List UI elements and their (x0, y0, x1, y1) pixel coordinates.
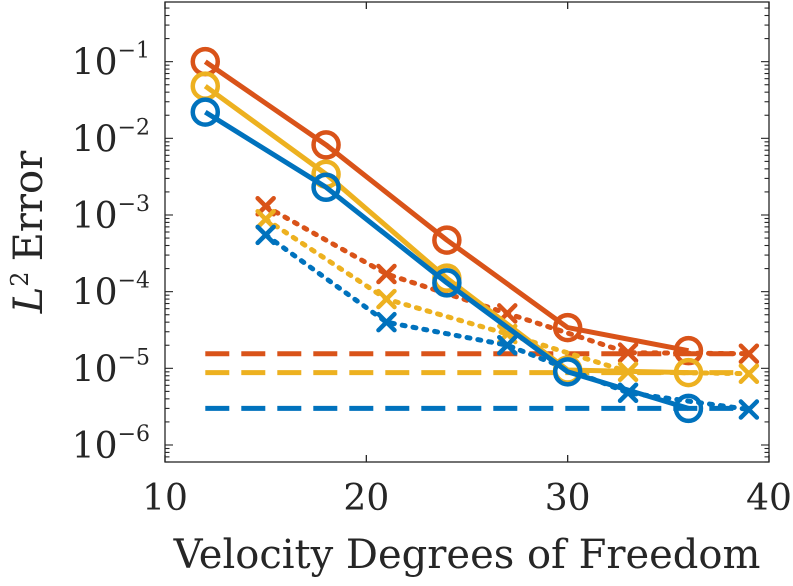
series-line (203, 109, 690, 411)
x-tick-label: 30 (545, 478, 591, 519)
y-tick-label: 10−2 (72, 115, 150, 160)
x-marker (255, 224, 276, 246)
y-tick-label: 10−4 (72, 269, 150, 314)
x-tick-labels: 10 20 30 40 (142, 478, 792, 519)
y-tick-label: 10−1 (72, 39, 150, 84)
y-tick-labels: 10−610−510−410−310−210−1 (72, 39, 150, 467)
y-tick-label-exponent: −3 (118, 192, 150, 217)
series-line (263, 216, 752, 377)
y-axis-label: L2 Error (6, 150, 52, 314)
y-tick-label-base: 10 (72, 349, 118, 390)
circle-marker (311, 130, 341, 160)
x-tick-label: 40 (746, 478, 792, 519)
x-marker (376, 311, 397, 333)
y-axis-label-superscript: 2 (6, 271, 34, 286)
y-tick-label: 10−3 (72, 192, 150, 237)
circle-marker (673, 357, 704, 388)
series-line (203, 84, 689, 376)
y-tick-label-base: 10 (72, 196, 118, 237)
plot-area (165, 2, 769, 462)
tick-layer (164, 2, 770, 463)
series-line (203, 59, 689, 354)
y-tick-label: 10−5 (72, 345, 150, 390)
y-axis-label-rest: Error (6, 150, 52, 262)
y-tick-label-exponent: −6 (118, 422, 150, 447)
y-tick-label: 10−6 (72, 422, 150, 467)
circle-marker (190, 97, 221, 127)
circle-marker (673, 335, 704, 366)
y-tick-label-exponent: −1 (118, 39, 150, 64)
x-marker (255, 208, 276, 230)
x-tick-label: 10 (142, 478, 188, 519)
circle-marker (311, 172, 341, 203)
circle-marker (552, 312, 583, 343)
y-tick-label-base: 10 (72, 273, 118, 314)
x-marker (738, 399, 760, 420)
y-tick-label-base: 10 (72, 43, 118, 84)
series-blue-x-dotted (255, 224, 760, 420)
series-orange-circle-solid (190, 46, 704, 366)
y-tick-label-exponent: −2 (118, 115, 150, 140)
x-marker (738, 343, 760, 364)
series-blue-circle-solid (190, 97, 704, 424)
y-axis-label-base: L (6, 287, 52, 315)
y-tick-label-base: 10 (72, 119, 118, 160)
x-marker (738, 363, 760, 384)
x-marker (376, 288, 397, 310)
x-marker (497, 334, 518, 356)
x-marker (617, 342, 639, 363)
y-tick-label-base: 10 (72, 426, 118, 467)
y-tick-label-exponent: −4 (118, 269, 150, 294)
circle-marker (673, 393, 704, 424)
circle-marker (432, 225, 462, 255)
series-line (263, 232, 752, 412)
y-tick-label-exponent: −5 (118, 345, 150, 370)
x-marker (376, 263, 397, 285)
series-layer (190, 46, 760, 424)
x-axis-label: Velocity Degrees of Freedom (173, 532, 761, 578)
circle-marker (432, 268, 462, 298)
x-tick-label: 20 (343, 478, 389, 519)
circle-marker (552, 357, 583, 387)
